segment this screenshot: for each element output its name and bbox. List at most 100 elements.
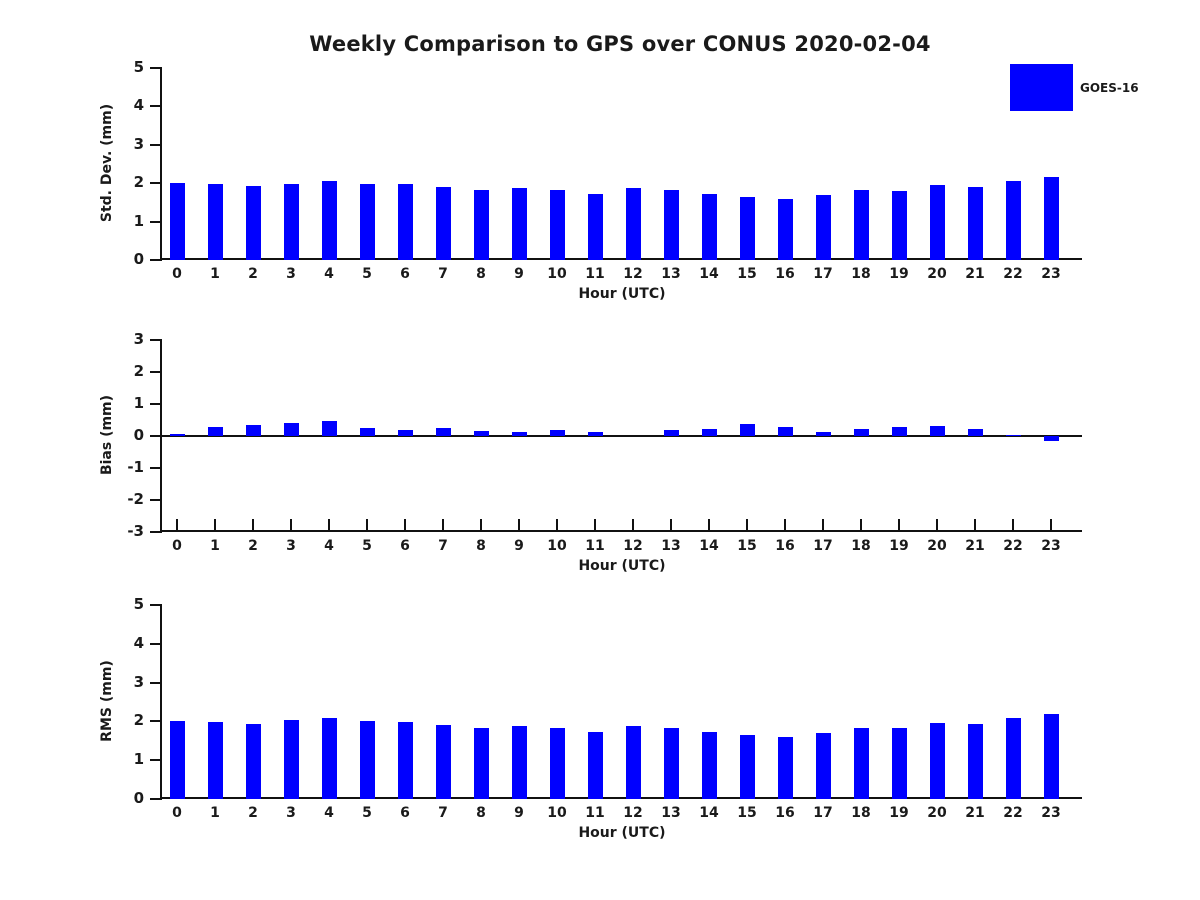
std-dev-panel-bar-hour-1 <box>207 183 223 260</box>
std-dev-panel-bar-hour-21 <box>967 186 983 260</box>
x-tick-label: 16 <box>775 805 795 821</box>
x-tick <box>214 519 216 530</box>
rms-panel-bar-hour-15 <box>739 734 755 799</box>
x-tick-label: 13 <box>661 266 681 282</box>
bias-panel-bar-hour-0 <box>169 434 185 436</box>
rms-panel-bar-hour-23 <box>1043 714 1059 799</box>
y-tick <box>150 403 162 405</box>
std-dev-panel-bar-hour-13 <box>663 189 679 260</box>
x-tick <box>404 519 406 530</box>
rms-chart: RMS (mm) Hour (UTC) 0 1 2 3 4 5 0 1 2 3 4 5 6 7 8 9 10 11… <box>99 597 1082 841</box>
x-tick-label: 12 <box>623 538 643 554</box>
bias-panel-bar-hour-9 <box>511 432 527 436</box>
x-tick-label: 18 <box>851 266 871 282</box>
x-tick-label: 7 <box>438 538 448 554</box>
rms-panel-bar-hour-8 <box>473 727 489 799</box>
rms-panel-bar-hour-17 <box>815 733 831 799</box>
x-tick <box>974 519 976 530</box>
x-tick <box>936 519 938 530</box>
std-dev-panel-bar-hour-18 <box>853 189 869 260</box>
x-tick-label: 15 <box>737 805 757 821</box>
x-tick <box>860 519 862 530</box>
rms-panel-bar-hour-5 <box>359 721 375 799</box>
x-tick-label: 2 <box>248 805 258 821</box>
y-tick <box>150 143 162 146</box>
x-tick <box>366 519 368 530</box>
legend-label-goes16: GOES-16 <box>1080 81 1139 95</box>
x-tick-label: 0 <box>172 538 182 554</box>
x-tick-label: 5 <box>362 266 372 282</box>
rms-panel-bar-hour-12 <box>625 726 641 799</box>
y-tick-label: 3 <box>133 672 144 691</box>
legend-swatch-goes16 <box>1010 64 1073 111</box>
std-dev-panel-bar-hour-23 <box>1043 176 1059 260</box>
x-tick-label: 19 <box>889 266 909 282</box>
rms-panel-bar-hour-21 <box>967 724 983 799</box>
x-tick-label: 10 <box>547 266 567 282</box>
std-dev-panel-bar-hour-3 <box>283 183 299 260</box>
x-tick-label: 4 <box>324 805 334 821</box>
std-dev-panel-bar-hour-5 <box>359 183 375 260</box>
rms-panel-bar-hour-13 <box>663 727 679 799</box>
x-tick-label: 1 <box>210 805 220 821</box>
std-dev-x-axis-label: Hour (UTC) <box>578 286 666 302</box>
y-tick <box>150 642 162 645</box>
y-tick-label: 2 <box>133 711 144 730</box>
x-tick-label: 1 <box>210 266 220 282</box>
rms-panel-bar-hour-11 <box>587 731 603 799</box>
rms-panel-bar-hour-22 <box>1005 718 1021 799</box>
x-tick-label: 5 <box>362 805 372 821</box>
x-tick <box>290 519 292 530</box>
y-tick <box>150 720 162 723</box>
x-tick <box>252 519 254 530</box>
rms-panel-bar-hour-9 <box>511 726 527 799</box>
x-tick <box>480 519 482 530</box>
x-tick-label: 22 <box>1003 805 1023 821</box>
std-dev-panel-bar-hour-15 <box>739 197 755 260</box>
rms-panel-bar-hour-7 <box>435 724 451 799</box>
x-tick <box>556 519 558 530</box>
bias-panel-bar-hour-11 <box>587 431 603 436</box>
y-tick-label: -1 <box>127 458 144 476</box>
x-tick <box>176 519 178 530</box>
y-tick <box>150 182 162 185</box>
bias-panel-bar-hour-2 <box>245 425 261 436</box>
x-tick-label: 6 <box>400 538 410 554</box>
x-tick-label: 16 <box>775 538 795 554</box>
x-tick <box>442 519 444 530</box>
bias-panel-bar-hour-21 <box>967 429 983 436</box>
x-tick-label: 9 <box>514 805 524 821</box>
rms-panel-bar-hour-0 <box>169 721 185 799</box>
x-tick-label: 18 <box>851 805 871 821</box>
x-tick-label: 20 <box>927 805 947 821</box>
x-tick-label: 23 <box>1041 266 1061 282</box>
y-tick-label: 1 <box>133 211 144 230</box>
y-tick-label: 0 <box>133 426 144 444</box>
x-tick-label: 14 <box>699 266 719 282</box>
figure-title: Weekly Comparison to GPS over CONUS 2020… <box>309 32 931 56</box>
x-tick-label: 7 <box>438 805 448 821</box>
y-tick-label: -2 <box>127 490 144 508</box>
x-tick-label: 17 <box>813 266 833 282</box>
x-tick-label: 14 <box>699 805 719 821</box>
y-tick <box>150 259 162 261</box>
y-tick <box>150 499 162 501</box>
rms-panel-bar-hour-3 <box>283 720 299 799</box>
x-tick-label: 12 <box>623 805 643 821</box>
std-dev-panel-bar-hour-11 <box>587 193 603 260</box>
x-tick-label: 23 <box>1041 538 1061 554</box>
rms-x-axis-label: Hour (UTC) <box>578 825 666 841</box>
std-dev-panel-bar-hour-19 <box>891 190 907 260</box>
x-tick-label: 20 <box>927 538 947 554</box>
x-tick-label: 21 <box>965 805 985 821</box>
y-tick-label: 0 <box>133 789 144 807</box>
x-tick-label: 8 <box>476 538 486 554</box>
y-tick <box>150 798 162 800</box>
x-tick-label: 0 <box>172 805 182 821</box>
x-tick-label: 15 <box>737 266 757 282</box>
x-tick-label: 13 <box>661 538 681 554</box>
bias-panel-bar-hour-16 <box>777 427 793 436</box>
y-tick <box>150 67 162 69</box>
